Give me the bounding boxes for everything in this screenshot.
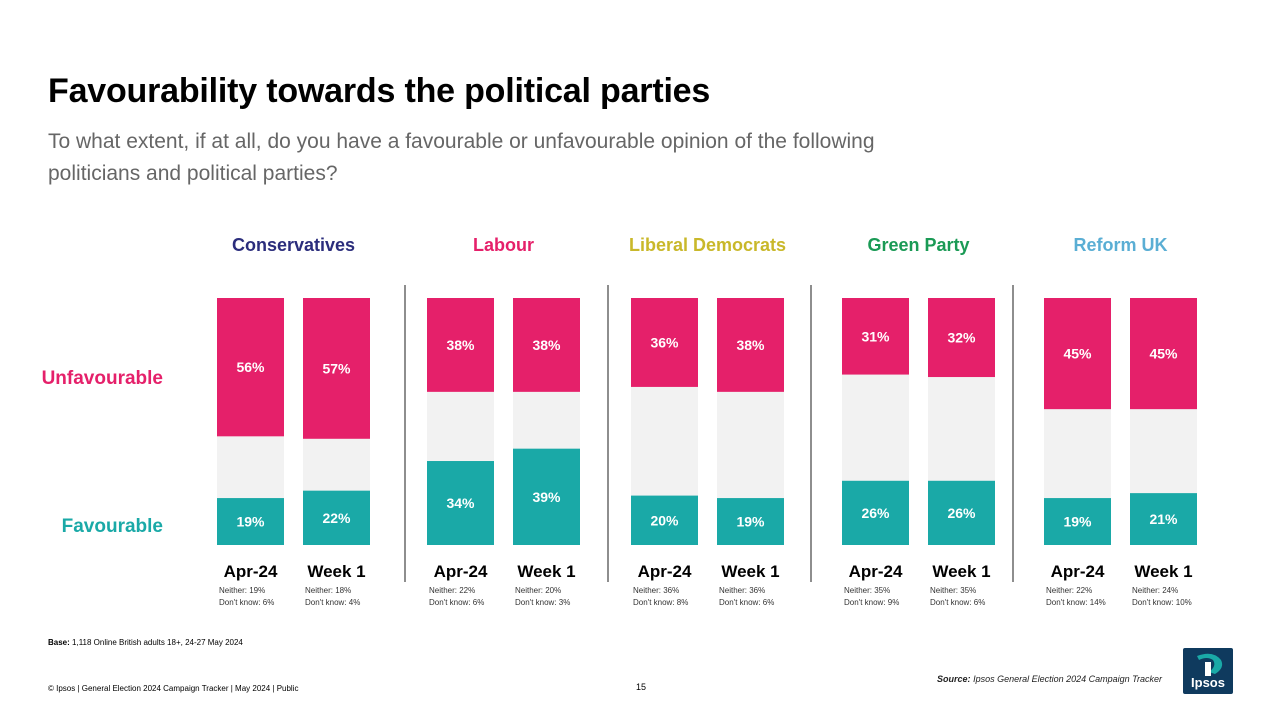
note-neither-green-party-week-1: Neither: 35% — [930, 586, 976, 595]
note-neither-liberal-democrats-week-1: Neither: 36% — [719, 586, 765, 595]
bar-unfavourable-liberal-democrats-week-1 — [717, 298, 784, 392]
note-neither-labour-week-1: Neither: 20% — [515, 586, 561, 595]
value-label-unfavourable-reform-uk-week-1: 45% — [1149, 346, 1178, 362]
unfavourable-label: Unfavourable — [41, 368, 163, 389]
value-label-favourable-green-party-week-1: 26% — [947, 505, 976, 521]
bar-label-liberal-democrats-apr-24: Apr-24 — [638, 562, 692, 581]
base-text: 1,118 Online British adults 18+, 24-27 M… — [72, 638, 243, 647]
party-label-reform-uk: Reform UK — [1073, 235, 1167, 255]
bar-label-green-party-week-1: Week 1 — [932, 562, 990, 581]
favourable-label: Favourable — [61, 516, 163, 537]
bar-unfavourable-labour-week-1 — [513, 298, 580, 392]
note-dontknow-labour-apr-24: Don't know: 6% — [429, 598, 484, 607]
value-label-unfavourable-green-party-week-1: 32% — [947, 330, 976, 346]
bar-favourable-labour-apr-24 — [427, 461, 494, 545]
source-label: Source: — [937, 674, 971, 684]
base-label: Base: — [48, 638, 70, 647]
note-dontknow-conservatives-apr-24: Don't know: 6% — [219, 598, 274, 607]
favourability-chart: Conservatives 56% 19% Apr-24 Neither: 19% Don… — [217, 235, 1197, 607]
page-title: Favourability towards the political part… — [48, 72, 711, 110]
party-label-labour: Labour — [473, 235, 534, 255]
bar-label-conservatives-apr-24: Apr-24 — [224, 562, 278, 581]
bar-label-reform-uk-week-1: Week 1 — [1134, 562, 1192, 581]
note-dontknow-conservatives-week-1: Don't know: 4% — [305, 598, 360, 607]
value-label-unfavourable-labour-apr-24: 38% — [446, 337, 475, 353]
bar-favourable-conservatives-apr-24 — [217, 498, 284, 545]
value-label-unfavourable-reform-uk-apr-24: 45% — [1063, 346, 1092, 362]
bar-unfavourable-reform-uk-week-1 — [1130, 298, 1197, 410]
bar-favourable-liberal-democrats-apr-24 — [631, 495, 698, 545]
party-label-liberal-democrats: Liberal Democrats — [629, 235, 786, 255]
note-neither-reform-uk-week-1: Neither: 24% — [1132, 586, 1178, 595]
bar-label-liberal-democrats-week-1: Week 1 — [721, 562, 779, 581]
value-label-favourable-reform-uk-apr-24: 19% — [1063, 514, 1092, 530]
note-dontknow-liberal-democrats-week-1: Don't know: 6% — [719, 598, 774, 607]
source-text: Ipsos General Election 2024 Campaign Tra… — [973, 674, 1162, 684]
base-note: Base: 1,118 Online British adults 18+, 2… — [48, 638, 243, 647]
page-subtitle: To what extent, if at all, do you have a… — [48, 130, 875, 185]
value-label-favourable-conservatives-week-1: 22% — [322, 510, 351, 526]
bar-unfavourable-reform-uk-apr-24 — [1044, 298, 1111, 410]
logo-text: Ipsos — [1191, 675, 1225, 690]
note-dontknow-reform-uk-apr-24: Don't know: 14% — [1046, 598, 1106, 607]
bar-favourable-conservatives-week-1 — [303, 490, 370, 545]
bar-favourable-green-party-apr-24 — [842, 480, 909, 545]
value-label-unfavourable-liberal-democrats-apr-24: 36% — [650, 334, 679, 350]
value-label-favourable-labour-apr-24: 34% — [446, 495, 475, 511]
note-neither-labour-apr-24: Neither: 22% — [429, 586, 475, 595]
bar-favourable-labour-week-1 — [513, 448, 580, 545]
bar-unfavourable-labour-apr-24 — [427, 298, 494, 392]
note-dontknow-labour-week-1: Don't know: 3% — [515, 598, 570, 607]
bar-unfavourable-green-party-apr-24 — [842, 298, 909, 375]
bar-favourable-green-party-week-1 — [928, 480, 995, 545]
note-neither-liberal-democrats-apr-24: Neither: 36% — [633, 586, 679, 595]
note-neither-reform-uk-apr-24: Neither: 22% — [1046, 586, 1092, 595]
value-label-favourable-conservatives-apr-24: 19% — [236, 514, 265, 530]
bar-unfavourable-conservatives-week-1 — [303, 298, 370, 439]
value-label-favourable-reform-uk-week-1: 21% — [1149, 511, 1178, 527]
bar-favourable-reform-uk-week-1 — [1130, 493, 1197, 545]
note-dontknow-green-party-week-1: Don't know: 6% — [930, 598, 985, 607]
bar-label-green-party-apr-24: Apr-24 — [849, 562, 903, 581]
value-label-favourable-green-party-apr-24: 26% — [861, 505, 890, 521]
note-dontknow-green-party-apr-24: Don't know: 9% — [844, 598, 899, 607]
value-label-unfavourable-conservatives-apr-24: 56% — [236, 359, 265, 375]
value-label-unfavourable-green-party-apr-24: 31% — [861, 328, 890, 344]
source-note: Source: Ipsos General Election 2024 Camp… — [937, 674, 1162, 684]
party-label-green-party: Green Party — [867, 235, 969, 255]
ipsos-logo: Ipsos — [1183, 648, 1233, 694]
bar-favourable-reform-uk-apr-24 — [1044, 498, 1111, 545]
note-dontknow-reform-uk-week-1: Don't know: 10% — [1132, 598, 1192, 607]
page-number: 15 — [636, 682, 647, 692]
value-label-favourable-liberal-democrats-week-1: 19% — [736, 514, 765, 530]
bar-favourable-liberal-democrats-week-1 — [717, 498, 784, 545]
value-label-favourable-labour-week-1: 39% — [532, 489, 561, 505]
bar-label-labour-week-1: Week 1 — [517, 562, 575, 581]
logo-mark-icon — [1197, 653, 1223, 676]
bar-label-conservatives-week-1: Week 1 — [307, 562, 365, 581]
value-label-unfavourable-liberal-democrats-week-1: 38% — [736, 337, 765, 353]
note-neither-green-party-apr-24: Neither: 35% — [844, 586, 890, 595]
value-label-favourable-liberal-democrats-apr-24: 20% — [650, 512, 679, 528]
note-dontknow-liberal-democrats-apr-24: Don't know: 8% — [633, 598, 688, 607]
value-label-unfavourable-conservatives-week-1: 57% — [322, 360, 351, 376]
party-label-conservatives: Conservatives — [232, 235, 355, 255]
value-label-unfavourable-labour-week-1: 38% — [532, 337, 561, 353]
footer-text: © Ipsos | General Election 2024 Campaign… — [48, 684, 299, 693]
note-neither-conservatives-apr-24: Neither: 19% — [219, 586, 265, 595]
bar-unfavourable-conservatives-apr-24 — [217, 298, 284, 437]
bar-unfavourable-liberal-democrats-apr-24 — [631, 298, 698, 387]
note-neither-conservatives-week-1: Neither: 18% — [305, 586, 351, 595]
bar-unfavourable-green-party-week-1 — [928, 298, 995, 378]
bar-label-reform-uk-apr-24: Apr-24 — [1051, 562, 1105, 581]
bar-label-labour-apr-24: Apr-24 — [434, 562, 488, 581]
